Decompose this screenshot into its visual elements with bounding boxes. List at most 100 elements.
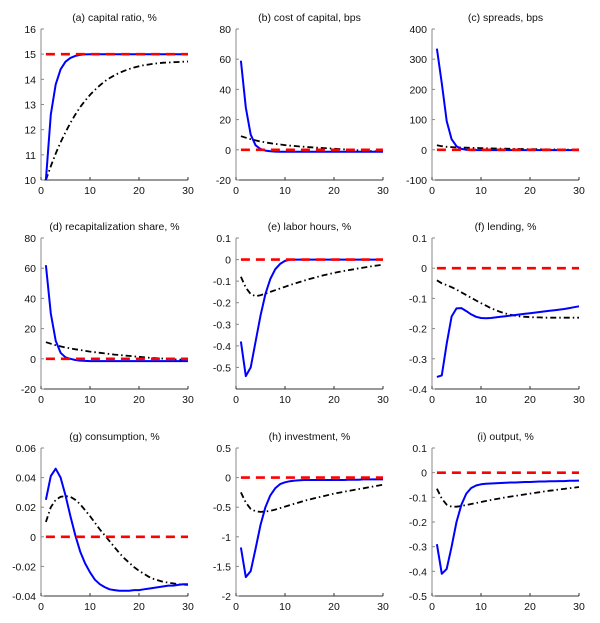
y-tick-label: -0.3	[213, 319, 231, 331]
series-line-policy-1	[435, 479, 580, 575]
series-line-policy-2	[45, 341, 189, 362]
y-tick-label: 0.5	[216, 443, 231, 455]
series-line-policy-2	[436, 486, 580, 508]
x-tick-label: 10	[475, 185, 487, 197]
x-tick-label: 20	[133, 394, 145, 406]
y-tick-label: -0.4	[409, 566, 427, 578]
series-line-policy-2	[45, 495, 189, 586]
panel-title: (i) output, %	[477, 431, 534, 443]
y-tick-label: -0.2	[213, 298, 231, 310]
x-tick-label: 30	[573, 601, 585, 613]
y-tick-label: -2	[222, 591, 231, 603]
y-tick-label: 15	[24, 49, 36, 61]
x-tick-label: 20	[524, 185, 536, 197]
x-tick-label: 0	[429, 185, 435, 197]
series-line-policy-2	[240, 263, 384, 298]
panel-6: (f) lending, % -0.4 -0.3 -0.2 -0.1 0 0.1 0 10 20 3…	[409, 221, 585, 406]
panel-title: (a) capital ratio, %	[72, 12, 157, 24]
y-tick-label: 0	[421, 468, 427, 480]
x-tick-label: 0	[38, 601, 44, 613]
x-tick-label: 0	[38, 185, 44, 197]
x-tick-label: 30	[377, 185, 389, 197]
x-tick-label: 30	[182, 601, 194, 613]
y-tick-label: -20	[21, 384, 36, 396]
y-tick-label: 11	[25, 150, 36, 162]
series-line-policy-2	[45, 60, 189, 181]
y-tick-label: 0.04	[16, 473, 37, 485]
x-tick-label: 0	[429, 394, 435, 406]
y-tick-label: 0	[30, 532, 36, 544]
y-tick-label: 14	[24, 74, 36, 86]
y-tick-label: -0.3	[409, 354, 427, 366]
series-line-policy-1	[239, 478, 383, 579]
x-tick-label: 0	[38, 394, 44, 406]
y-tick-label: -0.1	[409, 293, 427, 305]
panel-title: (f) lending, %	[475, 221, 537, 233]
y-tick-label: 60	[24, 263, 36, 275]
x-tick-label: 20	[328, 601, 340, 613]
x-tick-label: 10	[475, 394, 487, 406]
y-tick-label: 20	[219, 115, 231, 127]
y-tick-label: 20	[24, 324, 36, 336]
y-tick-label: 0.06	[16, 443, 37, 455]
x-tick-label: 20	[133, 601, 145, 613]
panel-9: (i) output, % -0.5 -0.4 -0.3 -0.2 -0.1 0 0.1 0 10…	[409, 431, 585, 613]
x-tick-label: 10	[475, 601, 487, 613]
y-tick-label: 40	[219, 84, 231, 96]
x-tick-label: 30	[573, 185, 585, 197]
x-tick-label: 10	[84, 601, 96, 613]
x-tick-label: 20	[133, 185, 145, 197]
y-tick-label: 0.1	[412, 443, 427, 455]
x-tick-label: 20	[328, 185, 340, 197]
y-tick-label: -0.5	[213, 362, 231, 374]
panel-7: (g) consumption, % -0.04 -0.02 0 0.02 0.04 0.0…	[12, 431, 194, 613]
y-tick-label: 13	[24, 100, 36, 112]
panel-title: (d) recapitalization share, %	[49, 221, 179, 233]
y-tick-label: -20	[216, 175, 231, 187]
y-tick-label: 0.02	[16, 502, 37, 514]
y-tick-label: -0.3	[409, 542, 427, 554]
x-tick-label: 10	[84, 394, 96, 406]
y-tick-label: -0.2	[409, 324, 427, 336]
panel-8: (h) investment, % -2 -1.5 -1 -0.5 0 0.5 0 10 20 30	[213, 431, 389, 613]
y-tick-label: -0.4	[409, 384, 427, 396]
y-tick-label: -0.5	[409, 591, 427, 603]
y-tick-label: 400	[409, 24, 427, 36]
y-tick-label: -100	[406, 175, 427, 187]
panel-5: (e) labor hours, % -0.5 -0.4 -0.3 -0.2 -0.1 0 0…	[213, 221, 389, 406]
x-tick-label: 20	[524, 601, 536, 613]
panel-title: (c) spreads, bps	[468, 12, 543, 24]
series-line-policy-2	[436, 279, 579, 319]
panel-4: (d) recapitalization share, %-2002040608…	[21, 221, 194, 406]
y-tick-label: -0.1	[409, 492, 427, 504]
y-tick-label: -0.02	[12, 561, 36, 573]
x-tick-label: 0	[233, 185, 239, 197]
y-tick-label: 100	[409, 115, 427, 127]
y-tick-label: -1	[222, 532, 231, 544]
y-tick-label: 0	[225, 255, 231, 267]
series-line-policy-1	[239, 258, 383, 378]
x-tick-label: 30	[182, 394, 194, 406]
x-tick-label: 30	[377, 601, 389, 613]
y-tick-label: 0	[225, 145, 231, 157]
series-line-policy-2	[240, 483, 384, 513]
y-tick-label: 0	[421, 263, 427, 275]
panel-title: (e) labor hours, %	[268, 221, 351, 233]
y-tick-label: 60	[219, 54, 231, 66]
y-tick-label: 10	[24, 175, 36, 187]
y-tick-label: 0.1	[412, 233, 427, 245]
y-tick-label: -0.4	[213, 341, 231, 353]
y-tick-label: 300	[409, 54, 427, 66]
x-tick-label: 10	[279, 601, 291, 613]
y-tick-label: 200	[409, 84, 427, 96]
y-tick-label: 0.1	[216, 233, 231, 245]
series-line-policy-1	[44, 467, 188, 592]
x-tick-label: 0	[233, 601, 239, 613]
y-tick-label: 80	[219, 24, 231, 36]
panel-title: (g) consumption, %	[69, 431, 159, 443]
series-line-policy-1	[44, 265, 188, 363]
y-tick-label: -0.2	[409, 517, 427, 529]
series-line-policy-2	[240, 135, 384, 153]
